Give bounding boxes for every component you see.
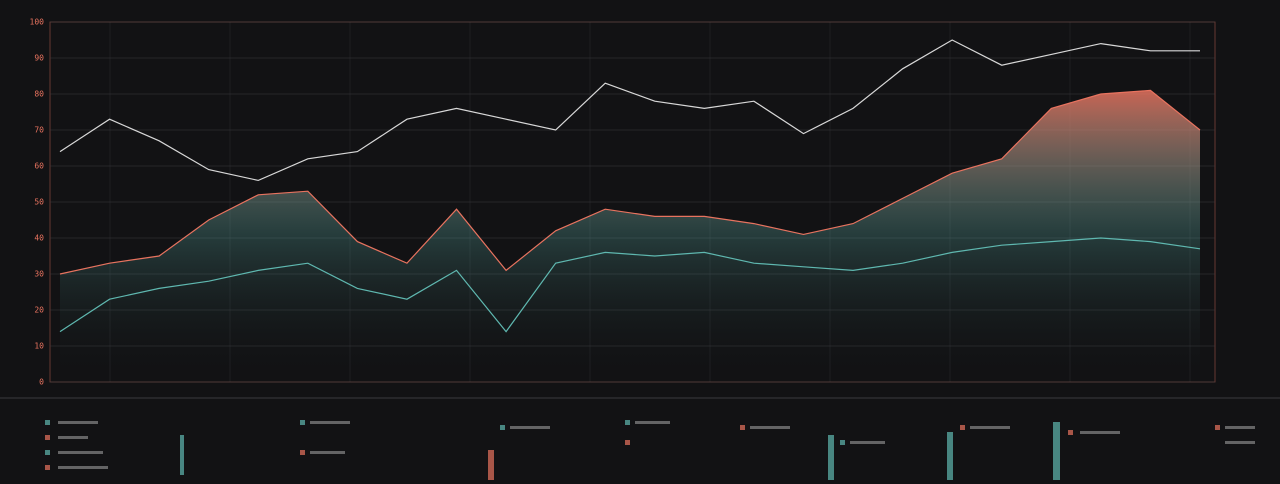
y-tick-label: 80 <box>34 90 44 99</box>
y-tick-label: 100 <box>30 18 45 27</box>
y-tick-label: 90 <box>34 54 44 63</box>
series-area <box>60 90 1200 383</box>
bottom-panel <box>45 420 1255 480</box>
series-line <box>59 237 1201 333</box>
y-tick-label: 70 <box>34 126 44 135</box>
y-tick-label: 20 <box>34 306 44 315</box>
y-tick-label: 0 <box>39 378 44 387</box>
series-line <box>59 89 1201 275</box>
y-tick-label: 10 <box>34 342 44 351</box>
y-tick-label: 60 <box>34 162 44 171</box>
series-line <box>59 39 1200 182</box>
y-tick-label: 40 <box>34 234 44 243</box>
y-tick-label: 30 <box>34 270 44 279</box>
y-tick-label: 50 <box>34 198 44 207</box>
